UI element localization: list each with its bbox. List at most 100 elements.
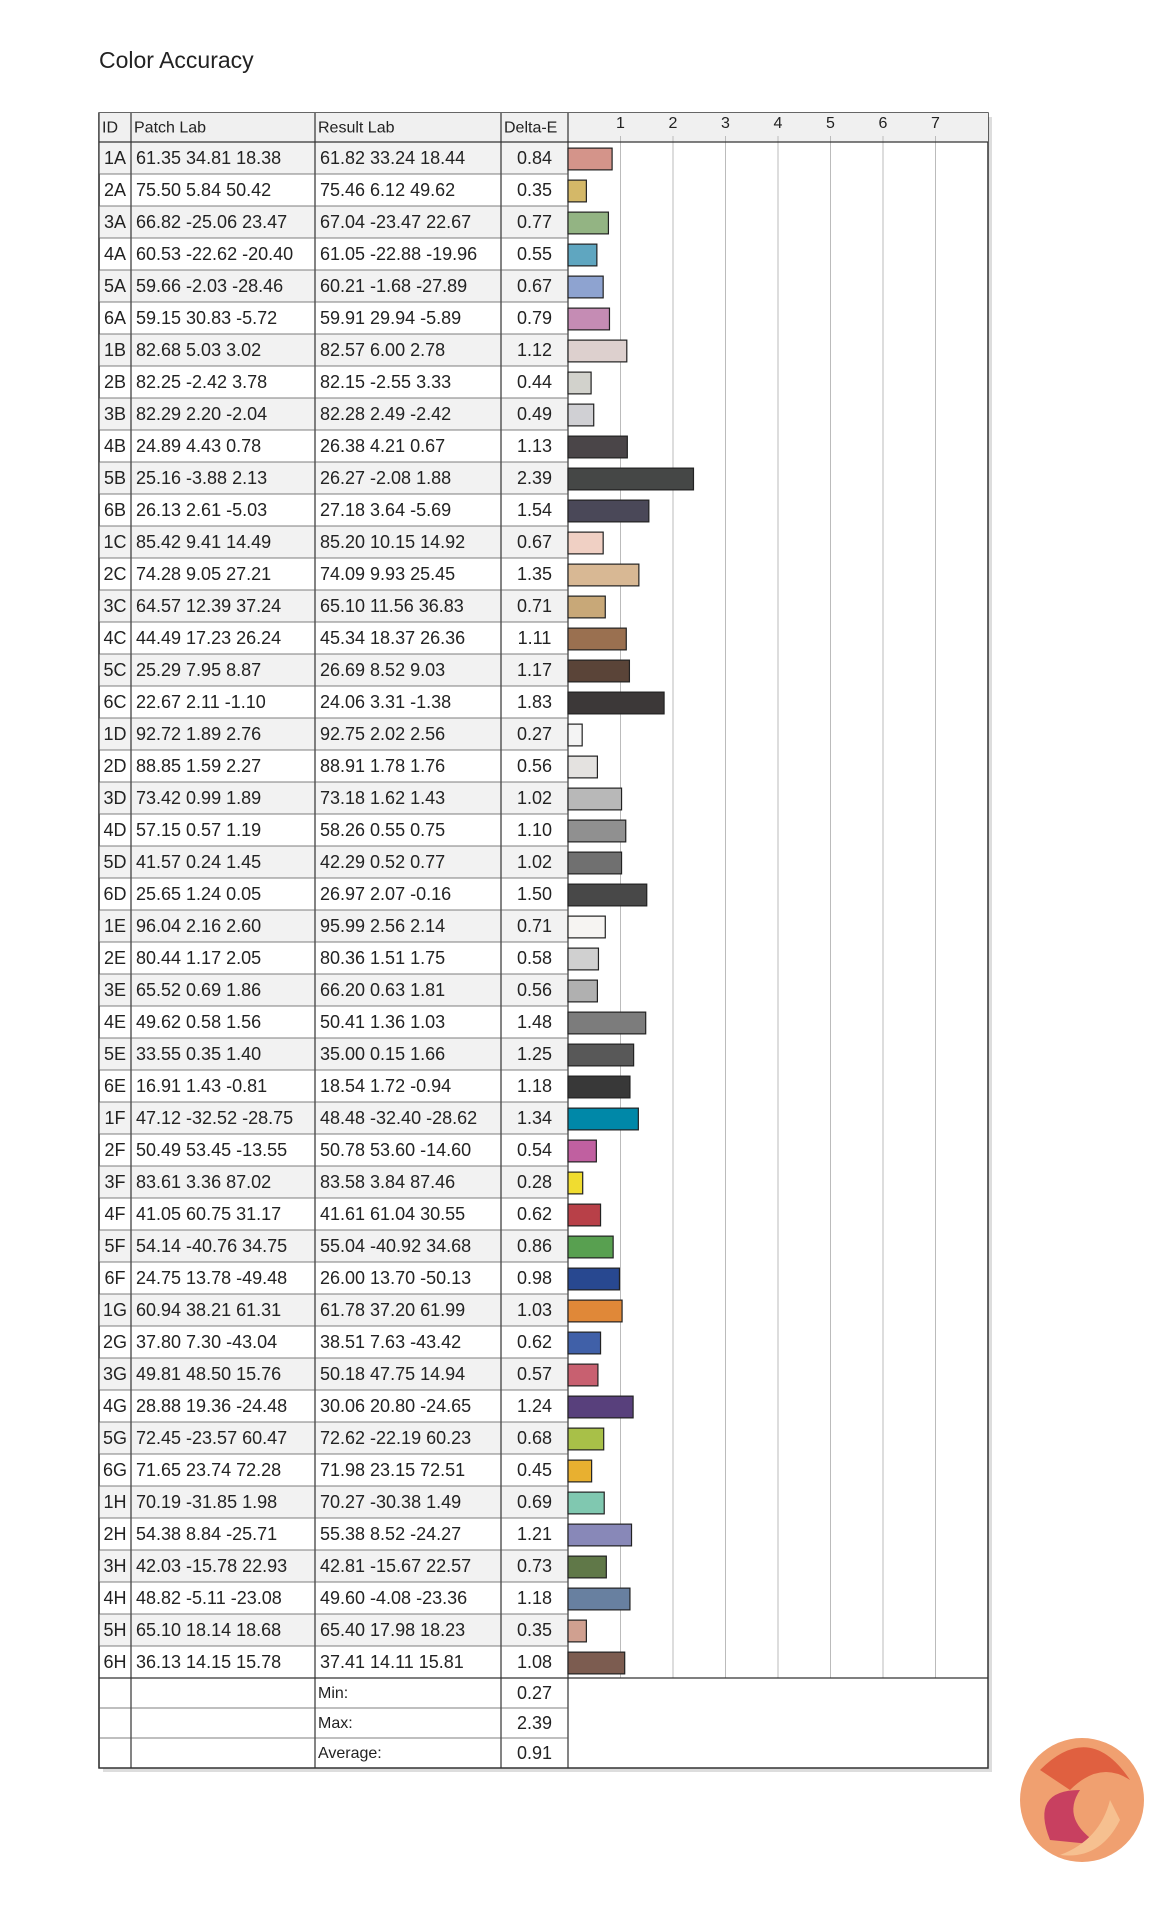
row-bg xyxy=(99,1230,568,1262)
logo-swirl xyxy=(1040,1747,1130,1790)
bar xyxy=(567,1011,647,1035)
result-lab: 50.78 53.60 -14.60 xyxy=(320,1140,471,1160)
row-id: 5B xyxy=(104,468,126,488)
bar xyxy=(567,1171,584,1195)
patch-lab: 22.67 2.11 -1.10 xyxy=(136,692,266,712)
patch-lab: 24.75 13.78 -49.48 xyxy=(136,1268,287,1288)
delta-e: 1.10 xyxy=(517,820,552,840)
bar xyxy=(567,1107,639,1131)
bar xyxy=(567,819,627,843)
summary-label: Average: xyxy=(318,1745,382,1762)
bar xyxy=(567,691,665,715)
delta-e: 1.50 xyxy=(517,884,552,904)
delta-e: 1.18 xyxy=(517,1588,552,1608)
row-bg xyxy=(99,462,568,494)
patch-lab: 92.72 1.89 2.76 xyxy=(136,724,261,744)
bar xyxy=(567,243,598,267)
delta-e: 0.79 xyxy=(517,308,552,328)
row-id: 6F xyxy=(104,1268,125,1288)
bar xyxy=(567,1299,623,1323)
row-id: 5C xyxy=(103,660,126,680)
bar xyxy=(567,1523,633,1547)
result-lab: 74.09 9.93 25.45 xyxy=(320,564,455,584)
patch-lab: 75.50 5.84 50.42 xyxy=(136,180,271,200)
result-lab: 35.00 0.15 1.66 xyxy=(320,1044,445,1064)
delta-e: 0.69 xyxy=(517,1492,552,1512)
bar xyxy=(567,1331,602,1355)
result-lab: 82.15 -2.55 3.33 xyxy=(320,372,451,392)
result-lab: 61.05 -22.88 -19.96 xyxy=(320,244,477,264)
bar xyxy=(567,1587,631,1611)
result-lab: 60.21 -1.68 -27.89 xyxy=(320,276,467,296)
result-lab: 49.60 -4.08 -23.36 xyxy=(320,1588,467,1608)
result-lab: 27.18 3.64 -5.69 xyxy=(320,500,451,520)
summary-label: Max: xyxy=(318,1715,353,1732)
row-id: 5A xyxy=(104,276,126,296)
patch-lab: 42.03 -15.78 22.93 xyxy=(136,1556,287,1576)
row-bg xyxy=(99,142,568,174)
patch-lab: 82.29 2.20 -2.04 xyxy=(136,404,267,424)
result-lab: 61.78 37.20 61.99 xyxy=(320,1300,465,1320)
bar xyxy=(567,499,650,523)
logo-swirl xyxy=(1044,1790,1100,1845)
row-id: 2F xyxy=(104,1140,125,1160)
patch-lab: 80.44 1.17 2.05 xyxy=(136,948,261,968)
patch-lab: 60.94 38.21 61.31 xyxy=(136,1300,281,1320)
row-id: 4E xyxy=(104,1012,126,1032)
row-id: 3B xyxy=(104,404,126,424)
row-bg xyxy=(99,1166,568,1198)
delta-e: 0.35 xyxy=(517,1620,552,1640)
row-id: 1G xyxy=(103,1300,127,1320)
bar xyxy=(567,787,623,811)
patch-lab: 48.82 -5.11 -23.08 xyxy=(136,1588,282,1608)
bar xyxy=(567,179,587,203)
result-lab: 45.34 18.37 26.36 xyxy=(320,628,465,648)
delta-e: 0.68 xyxy=(517,1428,552,1448)
patch-lab: 24.89 4.43 0.78 xyxy=(136,436,261,456)
result-lab: 85.20 10.15 14.92 xyxy=(320,532,465,552)
bar xyxy=(567,595,606,619)
patch-lab: 82.68 5.03 3.02 xyxy=(136,340,261,360)
delta-e: 0.67 xyxy=(517,276,552,296)
delta-e: 0.73 xyxy=(517,1556,552,1576)
row-id: 1F xyxy=(104,1108,125,1128)
row-id: 6G xyxy=(103,1460,127,1480)
row-id: 2A xyxy=(104,180,126,200)
patch-lab: 44.49 17.23 26.24 xyxy=(136,628,281,648)
patch-lab: 65.10 18.14 18.68 xyxy=(136,1620,281,1640)
row-id: 4F xyxy=(104,1204,125,1224)
bar xyxy=(567,147,613,171)
delta-e: 1.21 xyxy=(517,1524,552,1544)
bar xyxy=(567,883,648,907)
bar xyxy=(567,403,595,427)
delta-e: 0.84 xyxy=(517,148,552,168)
row-id: 1H xyxy=(103,1492,126,1512)
row-bg xyxy=(99,1486,568,1518)
row-id: 3D xyxy=(103,788,126,808)
patch-lab: 85.42 9.41 14.49 xyxy=(136,532,271,552)
delta-e: 1.17 xyxy=(517,660,552,680)
patch-lab: 59.15 30.83 -5.72 xyxy=(136,308,277,328)
row-id: 1A xyxy=(104,148,126,168)
patch-lab: 50.49 53.45 -13.55 xyxy=(136,1140,287,1160)
delta-e: 1.35 xyxy=(517,564,552,584)
delta-e: 0.67 xyxy=(517,532,552,552)
patch-lab: 33.55 0.35 1.40 xyxy=(136,1044,261,1064)
row-id: 4B xyxy=(104,436,126,456)
row-bg xyxy=(99,1358,568,1390)
delta-e: 0.62 xyxy=(517,1332,552,1352)
bar xyxy=(567,435,628,459)
result-lab: 26.38 4.21 0.67 xyxy=(320,436,445,456)
logo-swirl xyxy=(1060,1800,1120,1856)
row-id: 6E xyxy=(104,1076,126,1096)
result-lab: 72.62 -22.19 60.23 xyxy=(320,1428,471,1448)
row-id: 2E xyxy=(104,948,126,968)
row-id: 3F xyxy=(104,1172,125,1192)
result-lab: 59.91 29.94 -5.89 xyxy=(320,308,461,328)
bar xyxy=(567,723,583,747)
row-bg xyxy=(99,846,568,878)
row-id: 6H xyxy=(103,1652,126,1672)
bar xyxy=(567,1395,634,1419)
bar xyxy=(567,1267,621,1291)
